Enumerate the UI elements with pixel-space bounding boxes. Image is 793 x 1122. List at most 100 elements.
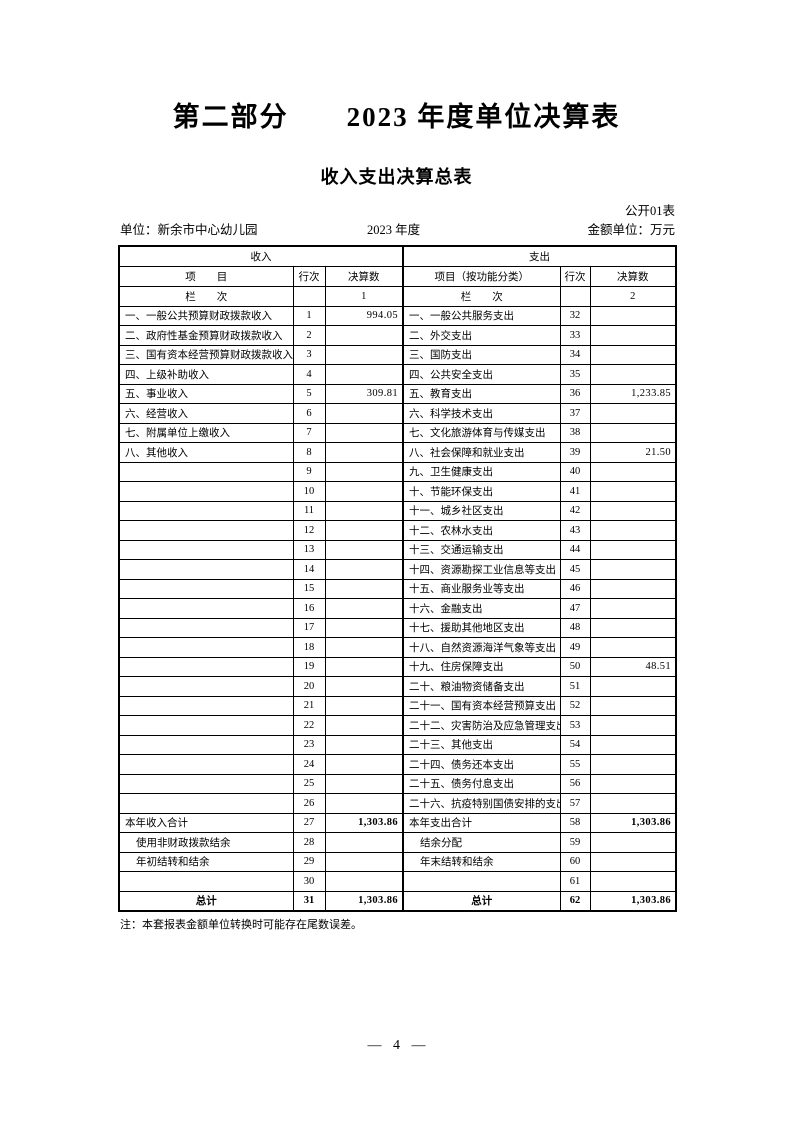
- income-amount-cell: [324, 793, 404, 814]
- table-title: 收入支出决算总表: [320, 167, 473, 187]
- income-item-cell: [118, 559, 294, 580]
- income-line-no-cell: 14: [292, 559, 326, 580]
- income-amount-cell: 1,303.86: [324, 812, 404, 833]
- expense-amount-cell: [589, 734, 677, 755]
- expense-item-cell: 十六、金融支出: [402, 598, 561, 619]
- income-section-header: 收入: [118, 245, 404, 267]
- expense-amount-cell: 48.51: [589, 656, 677, 677]
- page-number: — 4 —: [367, 1038, 426, 1053]
- income-amount-cell: [324, 656, 404, 677]
- income-amount-cell: [324, 715, 404, 736]
- income-amount-cell: [324, 832, 404, 853]
- expense-item-cell: 三、国防支出: [402, 344, 561, 365]
- expense-item-cell: 十八、自然资源海洋气象等支出: [402, 637, 561, 658]
- income-amount-cell: [324, 442, 404, 463]
- income-item-cell: [118, 695, 294, 716]
- page-content: 第二部分 2023 年度单位决算表 收入支出决算总表 公开01表 单位：新余市中…: [118, 0, 678, 1122]
- income-amount-cell: 1,303.86: [324, 890, 404, 912]
- amount-unit-label: 金额单位：万元: [587, 223, 675, 237]
- table-head: 收入 支出 项 目 行次 决算数 项目（按功能分类） 行次 决算数 栏 次 1 …: [118, 245, 677, 307]
- expense-amount-cell: [589, 773, 677, 794]
- income-amount-cell: [324, 520, 404, 541]
- income-amount-cell: [324, 871, 404, 892]
- expense-amount-cell: [589, 422, 677, 443]
- income-line-no-cell: 17: [292, 617, 326, 638]
- expense-line-no-cell: 50: [559, 656, 591, 677]
- expense-amount-cell: [589, 344, 677, 365]
- table-row: 总计 31 1,303.86 总计 62 1,303.86: [118, 890, 677, 912]
- expense-item-cell: 十九、住房保障支出: [402, 656, 561, 677]
- expense-line-no-cell: 49: [559, 637, 591, 658]
- meta-line: 单位：新余市中心幼儿园 2023 年度 金额单位：万元: [118, 219, 675, 237]
- table-row: 二、政府性基金预算财政拨款收入 2 二、外交支出 33: [118, 325, 677, 346]
- income-amount-cell: [324, 364, 404, 385]
- expense-line-no-cell: 60: [559, 851, 591, 872]
- income-amount-cell: [324, 461, 404, 482]
- income-item-cell: [118, 539, 294, 560]
- expense-line-no-cell: 36: [559, 383, 591, 404]
- expense-item-cell: 八、社会保障和就业支出: [402, 442, 561, 463]
- income-amount-cell: [324, 559, 404, 580]
- expense-line-no-cell: 56: [559, 773, 591, 794]
- table-row: 一、一般公共预算财政拨款收入 1 994.05 一、一般公共服务支出 32: [118, 305, 677, 326]
- expense-amount-cell: [589, 481, 677, 502]
- income-line-no-cell: 12: [292, 520, 326, 541]
- expense-line-no-cell: 58: [559, 812, 591, 833]
- income-item-cell: [118, 637, 294, 658]
- expense-line-no-cell: 40: [559, 461, 591, 482]
- expense-column-blank: [559, 285, 591, 307]
- expense-item-cell: 年末结转和结余: [402, 851, 561, 872]
- expense-item-cell: 四、公共安全支出: [402, 364, 561, 385]
- income-amount-cell: [324, 325, 404, 346]
- expense-item-cell: 九、卫生健康支出: [402, 461, 561, 482]
- income-line-no-cell: 21: [292, 695, 326, 716]
- expense-line-no-cell: 33: [559, 325, 591, 346]
- income-line-no-cell: 22: [292, 715, 326, 736]
- income-column-blank: [292, 285, 326, 307]
- expense-item-cell: 结余分配: [402, 832, 561, 853]
- table-row: 八、其他收入 8 八、社会保障和就业支出 39 21.50: [118, 442, 677, 463]
- expense-amount-cell: [589, 598, 677, 619]
- income-line-no-cell: 4: [292, 364, 326, 385]
- expense-amount-cell: [589, 754, 677, 775]
- table-row: 16 十六、金融支出 47: [118, 598, 677, 619]
- unit-label: 单位：新余市中心幼儿园: [120, 223, 258, 237]
- income-amount-cell: [324, 481, 404, 502]
- expense-amount-cell: [589, 851, 677, 872]
- table-row: 19 十九、住房保障支出 50 48.51: [118, 656, 677, 677]
- table-row: 24 二十四、债务还本支出 55: [118, 754, 677, 775]
- income-line-no-cell: 15: [292, 578, 326, 599]
- expense-item-cell: 十三、交通运输支出: [402, 539, 561, 560]
- income-line-no-cell: 13: [292, 539, 326, 560]
- income-line-no-cell: 23: [292, 734, 326, 755]
- income-line-no-cell: 25: [292, 773, 326, 794]
- income-line-no-cell: 28: [292, 832, 326, 853]
- expense-amount-cell: [589, 695, 677, 716]
- income-item-cell: 三、国有资本经营预算财政拨款收入: [118, 344, 294, 365]
- expense-line-no-cell: 62: [559, 890, 591, 912]
- income-line-no-cell: 9: [292, 461, 326, 482]
- expense-line-no-cell: 57: [559, 793, 591, 814]
- table-row: 20 二十、粮油物资储备支出 51: [118, 676, 677, 697]
- table-row: 年初结转和结余 29 年末结转和结余 60: [118, 851, 677, 872]
- expense-amount-cell: [589, 715, 677, 736]
- income-line-no-cell: 1: [292, 305, 326, 326]
- expense-amount-cell: [589, 520, 677, 541]
- table-row: 23 二十三、其他支出 54: [118, 734, 677, 755]
- expense-item-cell: 二十一、国有资本经营预算支出: [402, 695, 561, 716]
- income-item-cell: 七、附属单位上缴收入: [118, 422, 294, 443]
- income-amount-cell: [324, 422, 404, 443]
- income-amount-header: 决算数: [324, 265, 404, 287]
- income-item-cell: [118, 734, 294, 755]
- expense-line-no-cell: 42: [559, 500, 591, 521]
- table-row: 26 二十六、抗疫特别国债安排的支出 57: [118, 793, 677, 814]
- table-row: 17 十七、援助其他地区支出 48: [118, 617, 677, 638]
- expense-line-no-cell: 55: [559, 754, 591, 775]
- income-amount-cell: [324, 617, 404, 638]
- income-item-cell: [118, 500, 294, 521]
- income-line-no-header: 行次: [292, 265, 326, 287]
- table-row: 13 十三、交通运输支出 44: [118, 539, 677, 560]
- income-amount-cell: [324, 734, 404, 755]
- table-row: 18 十八、自然资源海洋气象等支出 49: [118, 637, 677, 658]
- table-row: 9 九、卫生健康支出 40: [118, 461, 677, 482]
